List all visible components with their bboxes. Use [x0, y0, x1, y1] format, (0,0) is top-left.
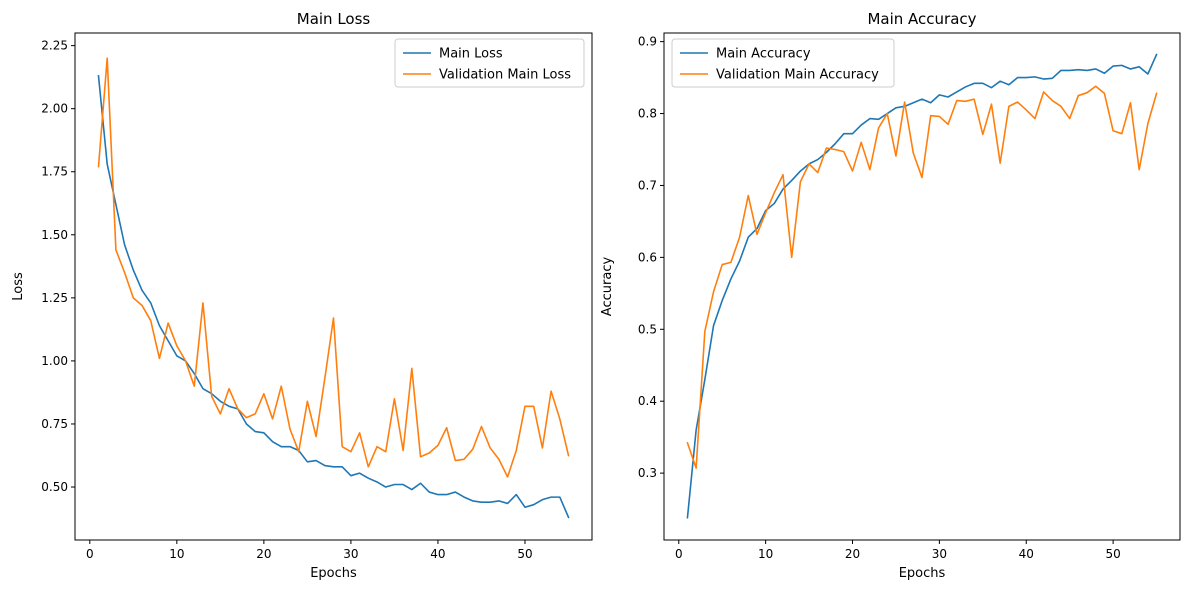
legend-entry: Validation Main Accuracy	[716, 68, 879, 83]
x-tick-label: 10	[169, 547, 184, 561]
x-axis-label: Epochs	[899, 566, 946, 581]
y-tick-label: 0.9	[638, 35, 657, 49]
y-tick-label: 0.5	[638, 322, 657, 336]
series-line-1	[97, 75, 570, 519]
y-tick-label: 2.00	[41, 102, 68, 116]
x-axis-label: Epochs	[310, 566, 357, 581]
chart-title: Main Accuracy	[867, 10, 976, 28]
chart-panel-2: Main Accuracy 0 10 20 30 40 50 0.3 0.4 0.5 0.6 0.7 0…	[600, 10, 1181, 581]
x-tick-label: 50	[1105, 547, 1120, 561]
legend: Main Loss Validation Main Loss	[394, 38, 585, 88]
x-tick-label: 40	[1019, 547, 1034, 561]
legend-entry: Validation Main Loss	[439, 68, 571, 83]
legend: Main Accuracy Validation Main Accuracy	[671, 38, 895, 88]
x-tick-label: 0	[675, 547, 683, 561]
x-tick-label: 20	[256, 547, 271, 561]
y-tick-label: 1.00	[41, 354, 68, 368]
x-tick-label: 0	[86, 547, 94, 561]
x-tick-label: 30	[932, 547, 947, 561]
plot-frame	[74, 32, 593, 541]
y-tick-label: 1.25	[41, 291, 68, 305]
legend-entry: Main Accuracy	[716, 47, 811, 62]
y-tick-label: 0.4	[638, 394, 657, 408]
series-line-2	[97, 57, 570, 478]
plot-frame	[663, 32, 1181, 541]
series-line-1	[686, 53, 1158, 519]
y-tick-label: 0.75	[41, 417, 68, 431]
series-line-2	[686, 85, 1158, 469]
chart-title: Main Loss	[297, 10, 371, 28]
y-tick-label: 0.7	[638, 178, 657, 192]
y-tick-label: 0.6	[638, 250, 657, 264]
x-tick-label: 30	[343, 547, 358, 561]
x-tick-label: 10	[758, 547, 773, 561]
x-tick-label: 20	[845, 547, 860, 561]
y-tick-label: 0.8	[638, 107, 657, 121]
y-tick-label: 0.3	[638, 466, 657, 480]
y-tick-label: 1.75	[41, 165, 68, 179]
y-tick-label: 2.25	[41, 39, 68, 53]
y-tick-label: 1.50	[41, 228, 68, 242]
x-tick-label: 40	[430, 547, 445, 561]
y-tick-label: 0.50	[41, 480, 68, 494]
legend-entry: Main Loss	[439, 47, 503, 62]
y-axis-label: Accuracy	[600, 257, 615, 317]
legend-box	[671, 38, 895, 88]
x-tick-label: 50	[517, 547, 532, 561]
chart-panel-1: Main Loss 0 10 20 30 40 50 0.50 0.75 1.00 1.25 1.50…	[11, 10, 593, 581]
y-axis-label: Loss	[11, 272, 26, 301]
legend-box	[394, 38, 585, 88]
